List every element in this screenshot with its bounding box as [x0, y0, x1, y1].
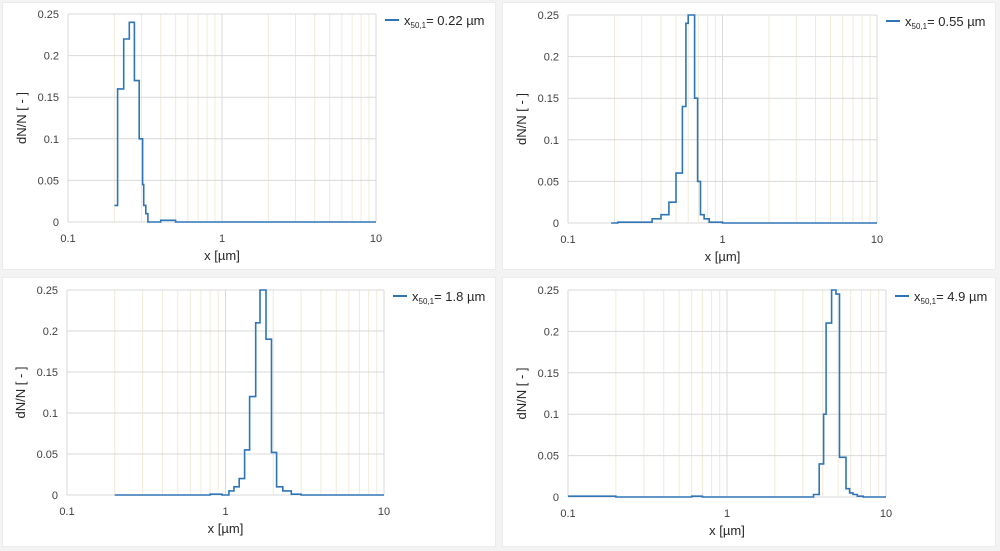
y-tick-label: 0.05	[538, 451, 559, 463]
x-axis-title: x [µm]	[204, 248, 240, 263]
y-tick-label: 0.15	[37, 367, 58, 379]
x-tick-label: 0.1	[560, 234, 575, 246]
series-line	[568, 289, 886, 498]
grid	[67, 13, 377, 223]
x-tick-label: 10	[880, 508, 892, 520]
grid	[66, 289, 385, 496]
x-tick-label: 10	[378, 506, 390, 518]
y-axis-title: dN/N [ - ]	[13, 366, 28, 418]
series-line	[611, 14, 877, 224]
chart-panel-3: 0 0.05 0.1 0.15 0.2 0.25 0.1 1 10 x [µm] dN/N [ - …	[2, 277, 496, 547]
legend: x50,1= 0.22 µm	[385, 13, 485, 30]
y-tick-label: 0.05	[38, 175, 59, 187]
x-tick-label: 1	[222, 506, 228, 518]
y-tick-label: 0.05	[538, 176, 559, 188]
chart-panel-1: 0 0.05 0.1 0.15 0.2 0.25 0.1 1 10 x [µm] dN/N [ - …	[2, 2, 496, 270]
x-tick-label: 0.1	[59, 506, 74, 518]
y-tick-label: 0.2	[544, 52, 559, 64]
x-axis-title: x [µm]	[705, 249, 741, 264]
y-tick-label: 0.2	[544, 326, 559, 338]
y-tick-label: 0	[53, 217, 59, 229]
x-tick-label: 10	[871, 234, 883, 246]
y-axis-title: dN/N [ - ]	[514, 93, 529, 145]
y-tick-label: 0.25	[37, 285, 58, 297]
y-tick-label: 0.1	[544, 409, 559, 421]
grid	[567, 289, 887, 498]
y-tick-label: 0.1	[44, 134, 59, 146]
chart-4-svg: 0 0.05 0.1 0.15 0.2 0.25 0.1 1 10 x [µm] dN/N [ - …	[514, 285, 987, 538]
x-tick-label: 0.1	[60, 233, 75, 245]
x-axis-title: x [µm]	[208, 521, 244, 536]
y-tick-label: 0	[553, 492, 559, 504]
y-tick-label: 0	[52, 490, 58, 502]
y-axis-title: dN/N [ - ]	[514, 367, 529, 419]
legend-label: x50,1= 0.22 µm	[404, 13, 485, 30]
chart-panel-2: 0 0.05 0.1 0.15 0.2 0.25 0.1 1 10 x [µm] dN/N [ - …	[502, 2, 996, 270]
chart-2-svg: 0 0.05 0.1 0.15 0.2 0.25 0.1 1 10 x [µm] dN/N [ - …	[514, 10, 986, 264]
y-tick-label: 0.2	[44, 51, 59, 63]
legend: x50,1= 1.8 µm	[393, 289, 485, 306]
legend-label: x50,1= 1.8 µm	[412, 289, 485, 306]
x-tick-label: 0.1	[560, 508, 575, 520]
x-tick-label: 1	[219, 233, 225, 245]
chart-1-svg: 0 0.05 0.1 0.15 0.2 0.25 0.1 1 10 x [µm] dN/N [ - …	[14, 9, 485, 263]
x-axis-title: x [µm]	[709, 523, 745, 538]
grid	[567, 14, 878, 224]
legend-label: x50,1= 0.55 µm	[905, 14, 986, 31]
series-line	[114, 21, 376, 223]
y-tick-label: 0.25	[38, 9, 59, 21]
legend: x50,1= 0.55 µm	[886, 14, 986, 31]
chart-3-svg: 0 0.05 0.1 0.15 0.2 0.25 0.1 1 10 x [µm] dN/N [ - …	[13, 285, 485, 536]
x-tick-label: 1	[724, 508, 730, 520]
series-line	[114, 289, 384, 496]
legend: x50,1= 4.9 µm	[895, 289, 987, 306]
y-tick-label: 0	[553, 218, 559, 230]
chart-panel-4: 0 0.05 0.1 0.15 0.2 0.25 0.1 1 10 x [µm] dN/N [ - …	[502, 277, 996, 547]
y-tick-label: 0.25	[538, 285, 559, 297]
x-tick-label: 1	[719, 234, 725, 246]
y-tick-label: 0.1	[544, 135, 559, 147]
legend-label: x50,1= 4.9 µm	[914, 289, 987, 306]
y-tick-label: 0.15	[38, 92, 59, 104]
y-tick-label: 0.05	[37, 449, 58, 461]
y-tick-label: 0.15	[538, 368, 559, 380]
y-tick-label: 0.15	[538, 93, 559, 105]
y-axis-title: dN/N [ - ]	[14, 92, 29, 144]
y-tick-label: 0.2	[43, 326, 58, 338]
y-tick-label: 0.25	[538, 10, 559, 22]
x-tick-label: 10	[370, 233, 382, 245]
y-tick-label: 0.1	[43, 408, 58, 420]
